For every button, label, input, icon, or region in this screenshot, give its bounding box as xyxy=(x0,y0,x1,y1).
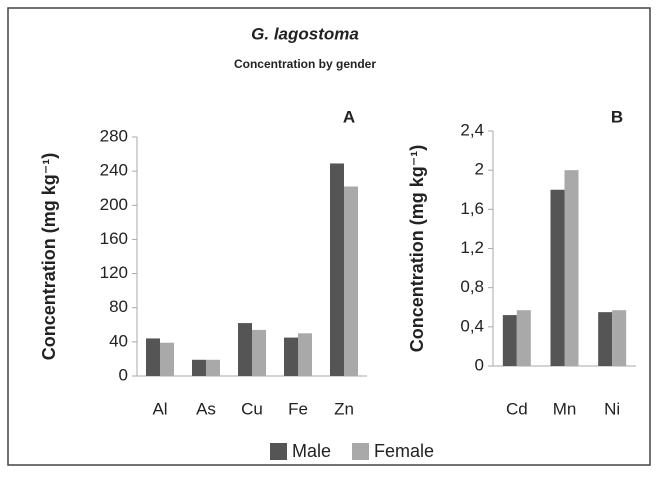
y-axis-label: Concentration (mg kg⁻¹) xyxy=(39,153,59,361)
y-tick-label: 0 xyxy=(475,355,484,374)
frame xyxy=(7,7,651,466)
x-tick-label: Cu xyxy=(241,399,263,418)
legend-swatch xyxy=(352,443,369,460)
y-tick-label: 120 xyxy=(100,263,128,282)
bar xyxy=(612,310,627,366)
bar xyxy=(516,310,531,366)
bar xyxy=(564,170,579,366)
chart-subtitle: Concentration by gender xyxy=(234,57,376,71)
bar xyxy=(298,333,312,376)
y-axis-label: Concentration (mg kg⁻¹) xyxy=(407,145,427,353)
bar xyxy=(550,189,565,366)
y-tick-label: 2,4 xyxy=(460,120,484,139)
panel-label: A xyxy=(343,107,355,126)
y-tick-label: 0,8 xyxy=(460,277,484,296)
y-tick-label: 240 xyxy=(100,161,128,180)
chart-title: G. lagostoma xyxy=(251,24,359,43)
x-tick-label: Cd xyxy=(506,399,528,418)
bar xyxy=(344,186,358,376)
y-tick-label: 280 xyxy=(100,126,128,145)
y-tick-label: 0 xyxy=(119,365,128,384)
x-tick-label: Ni xyxy=(604,399,620,418)
y-tick-label: 1,6 xyxy=(460,199,484,218)
panel-label: B xyxy=(611,107,623,126)
y-tick-label: 160 xyxy=(100,229,128,248)
legend-label: Female xyxy=(374,441,434,461)
bar xyxy=(160,342,174,376)
x-tick-label: Al xyxy=(152,399,167,418)
y-tick-label: 2 xyxy=(475,160,484,179)
x-tick-label: Fe xyxy=(288,399,308,418)
y-tick-label: 80 xyxy=(109,297,128,316)
x-tick-label: As xyxy=(196,399,216,418)
legend-label: Male xyxy=(292,441,331,461)
bar xyxy=(252,329,266,376)
bar xyxy=(192,359,206,376)
bar xyxy=(238,323,252,376)
bar xyxy=(206,359,220,376)
bar xyxy=(502,315,517,366)
bar xyxy=(146,338,160,376)
x-tick-label: Zn xyxy=(334,399,354,418)
y-tick-label: 0,4 xyxy=(460,316,484,335)
bar xyxy=(598,312,613,366)
y-tick-label: 40 xyxy=(109,331,128,350)
y-tick-label: 200 xyxy=(100,195,128,214)
y-tick-label: 1,2 xyxy=(460,238,484,257)
bar xyxy=(284,337,298,376)
legend-swatch xyxy=(270,443,287,460)
x-tick-label: Mn xyxy=(553,399,577,418)
bar xyxy=(330,163,344,376)
